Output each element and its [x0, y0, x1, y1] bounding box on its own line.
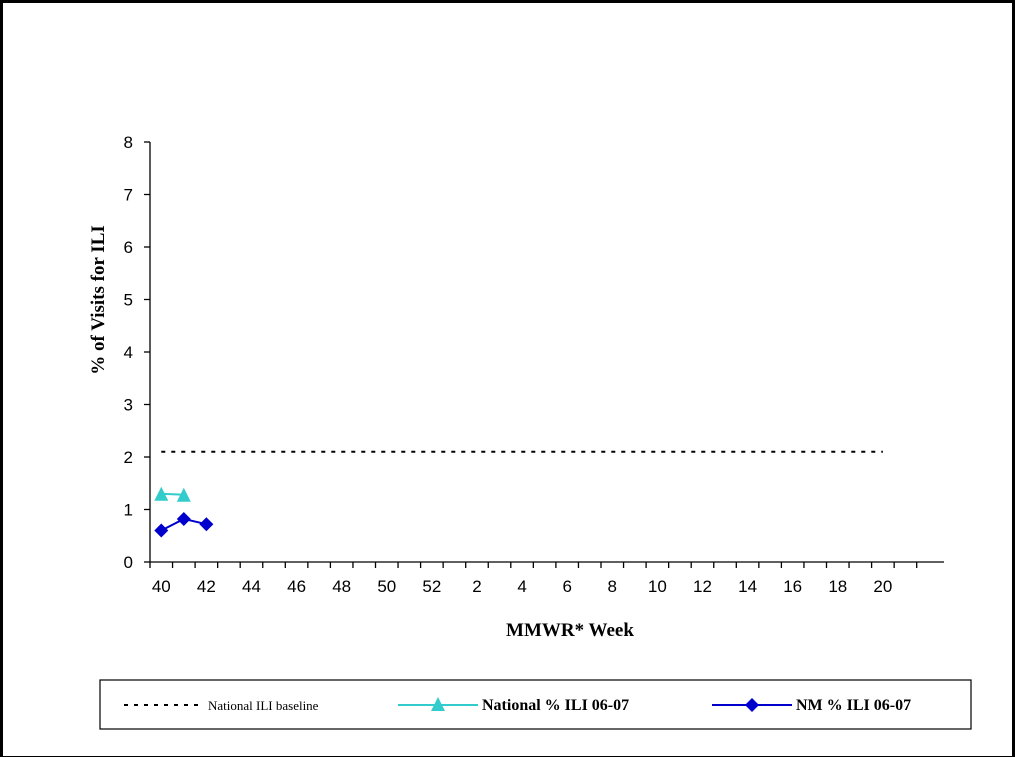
x-tick-label: 4: [517, 577, 526, 596]
legend-marker-triangle: [431, 697, 445, 711]
data-point-triangle: [176, 487, 191, 502]
data-point-diamond: [176, 511, 191, 526]
x-tick-label: 12: [693, 577, 712, 596]
y-tick-label: 1: [124, 501, 133, 520]
y-tick-label: 7: [124, 186, 133, 205]
legend-label-baseline: National ILI baseline: [208, 698, 319, 713]
y-tick-label: 0: [124, 553, 133, 572]
x-tick-label: 40: [152, 577, 171, 596]
x-tick-label: 52: [422, 577, 441, 596]
x-tick-labels: 40 42 44 46 48 50 52 2 4 6 8 10 12 14 16 18 20: [152, 577, 893, 596]
x-tick-label: 50: [377, 577, 396, 596]
x-tick-label: 48: [332, 577, 351, 596]
x-tick-label: 44: [242, 577, 261, 596]
y-axis-label: % of Visits for ILI: [88, 225, 109, 375]
legend-label-nm: NM % ILI 06-07: [796, 697, 911, 714]
y-tick-label: 5: [124, 291, 133, 310]
legend-box: [99, 679, 972, 730]
y-tick-labels: 0 1 2 3 4 5 6 7 8: [124, 133, 133, 572]
data-point-diamond: [154, 523, 169, 538]
x-tick-label: 6: [562, 577, 571, 596]
y-tick-label: 4: [124, 343, 133, 362]
data-point-diamond: [199, 517, 214, 532]
x-axis-label: MMWR* Week: [506, 620, 634, 641]
x-tick-label: 20: [873, 577, 892, 596]
legend-marker-diamond: [745, 698, 759, 712]
legend-label-national: National % ILI 06-07: [482, 697, 629, 714]
x-tick-label: 8: [608, 577, 617, 596]
data-point-triangle: [154, 486, 169, 501]
x-tick-label: 46: [287, 577, 306, 596]
x-tick-label: 10: [648, 577, 667, 596]
x-tick-label: 18: [828, 577, 847, 596]
y-tick-label: 2: [124, 448, 133, 467]
y-tick-label: 8: [124, 133, 133, 152]
plot-area: [154, 450, 883, 538]
x-tick-label: 16: [783, 577, 802, 596]
x-tick-label: 2: [472, 577, 481, 596]
legend: National ILI baseline National % ILI 06-…: [99, 679, 972, 730]
y-tick-label: 3: [124, 396, 133, 415]
x-tick-label: 42: [197, 577, 216, 596]
y-tick-label: 6: [124, 238, 133, 257]
axes: [144, 141, 944, 568]
x-tick-label: 14: [738, 577, 757, 596]
series-line-1: [161, 492, 184, 496]
